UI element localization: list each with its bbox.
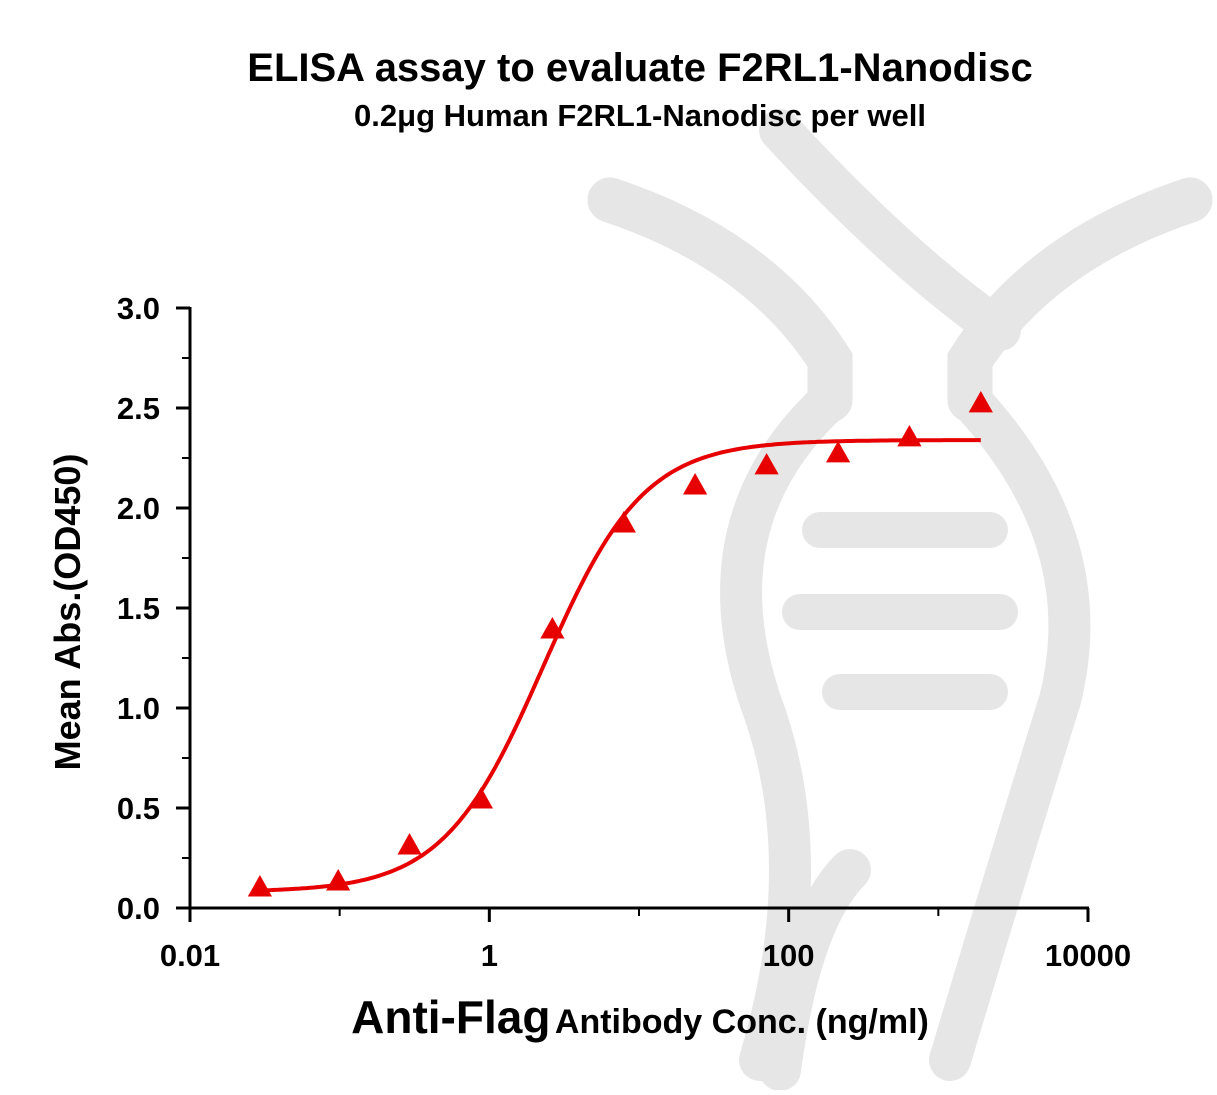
- data-points-layer: [247, 391, 993, 897]
- y-tick-label: 3.0: [117, 291, 160, 326]
- data-point-triangle: [468, 787, 493, 809]
- x-tick-label: 1: [481, 938, 498, 973]
- data-point-triangle: [968, 391, 993, 413]
- chart-axes: 0.0 0.5 1.0 1.5 2.0 2.5 3.0 0.01 1 100 10000: [117, 291, 1131, 973]
- data-point-triangle: [326, 869, 351, 891]
- x-axis-label-rest: Antibody Conc. (ng/ml): [554, 1003, 929, 1041]
- y-tick-label: 2.5: [117, 391, 160, 426]
- data-point-triangle: [826, 441, 851, 463]
- chart-subtitle: 0.2μg Human F2RL1-Nanodisc per well: [354, 98, 926, 133]
- y-tick-label: 0.0: [117, 891, 160, 926]
- y-tick-label: 1.0: [117, 691, 160, 726]
- x-tick-label: 0.01: [160, 938, 220, 973]
- dna-watermark-icon: [587, 109, 1213, 1091]
- fit-curve-line: [259, 438, 981, 893]
- data-point-triangle: [897, 425, 922, 447]
- data-point-triangle: [247, 875, 272, 897]
- data-point-triangle: [540, 617, 565, 639]
- x-tick-label: 10000: [1045, 938, 1131, 973]
- x-tick-label: 100: [763, 938, 815, 973]
- y-axis-label: Mean Abs.(OD450): [47, 453, 88, 771]
- data-point-triangle: [611, 511, 636, 533]
- chart-title: ELISA assay to evaluate F2RL1-Nanodisc: [247, 46, 1033, 90]
- y-tick-label: 0.5: [117, 791, 160, 826]
- data-point-triangle: [397, 833, 422, 855]
- fit-curve-layer: [259, 438, 981, 893]
- data-point-triangle: [754, 453, 779, 475]
- data-point-triangle: [683, 473, 708, 495]
- x-axis-label: Anti-Flag Antibody Conc. (ng/ml): [0, 990, 1217, 1044]
- y-tick-label: 1.5: [117, 591, 160, 626]
- y-tick-label: 2.0: [117, 491, 160, 526]
- x-axis-label-emphasis: Anti-Flag: [351, 991, 551, 1043]
